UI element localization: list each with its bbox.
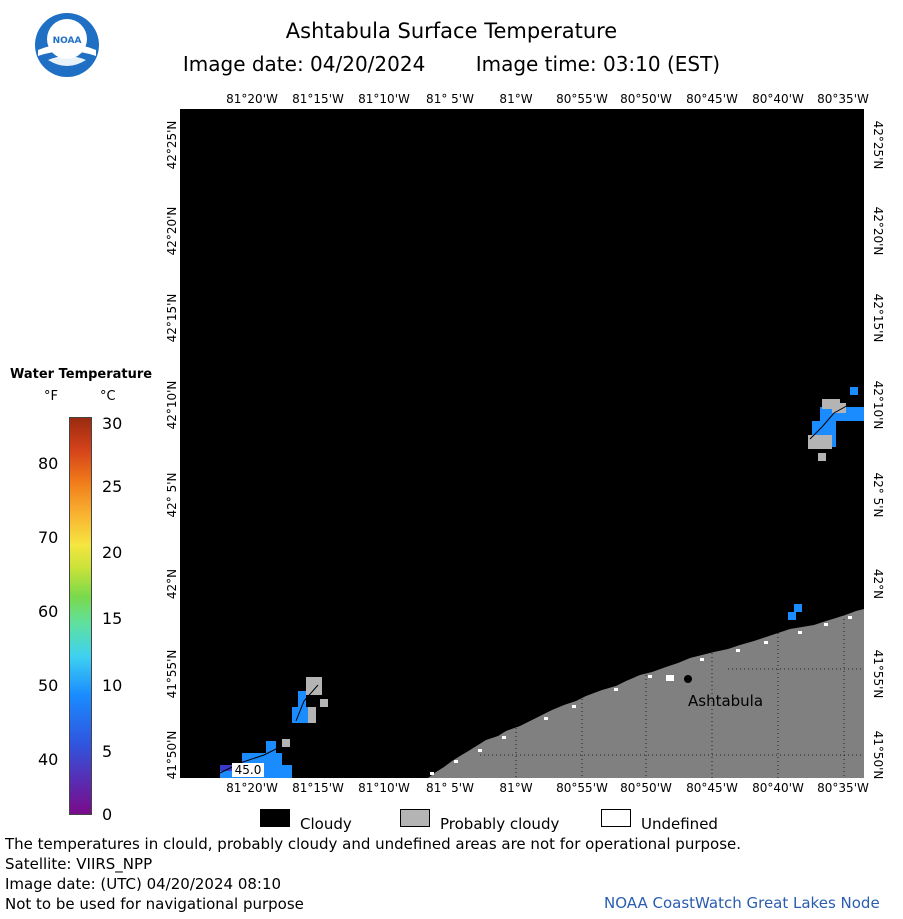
lon-tick: 81° 5'W — [426, 781, 474, 795]
legend-unit-f: °F — [44, 389, 58, 404]
map-svg: 45.0 Ashtabula — [219, 387, 864, 778]
lat-tick: 42° 5'N — [165, 472, 179, 518]
utc-date-text: Image date: (UTC) 04/20/2024 08:10 — [5, 875, 282, 893]
isotherm-label-bg — [232, 763, 264, 777]
lon-tick: 80°45'W — [686, 92, 738, 106]
lon-tick: 80°50'W — [620, 781, 672, 795]
grid-lines — [480, 615, 864, 778]
f-tick: 70 — [38, 528, 59, 547]
image-date-label: Image date: 04/20/2024 — [182, 52, 426, 76]
speck — [788, 604, 802, 620]
lat-tick: 42°25'N — [165, 120, 179, 170]
lat-tick: 41°55'N — [165, 649, 179, 699]
lon-tick: 81°W — [499, 781, 533, 795]
lon-tick: 80°35'W — [817, 92, 869, 106]
lon-tick: 80°40'W — [752, 781, 804, 795]
lat-tick: 42°10'N — [165, 380, 179, 430]
legend-unit-c: °C — [100, 389, 116, 404]
f-tick: 40 — [38, 750, 59, 769]
satellite-text: Satellite: VIIRS_NPP — [5, 855, 153, 873]
f-tick: 80 — [38, 454, 59, 473]
lat-tick: 42°25'N — [871, 120, 885, 170]
noaa-logo-icon: NOAA — [34, 12, 100, 78]
c-tick: 15 — [102, 609, 123, 628]
image-time-label: Image time: 03:10 (EST) — [475, 52, 721, 76]
lat-tick: 42°N — [871, 568, 885, 600]
lat-tick: 41°50'N — [871, 730, 885, 780]
lat-tick: 42°20'N — [165, 206, 179, 256]
isotherm-label: 45.0 — [235, 763, 262, 777]
lon-tick: 80°35'W — [817, 781, 869, 795]
key-cloudy-swatch — [260, 809, 290, 827]
lon-tick: 81°10'W — [358, 781, 410, 795]
disclaimer-text: The temperatures in clould, probably clo… — [5, 835, 742, 853]
key-undefined-swatch — [601, 809, 631, 827]
undefined-notches — [430, 616, 852, 775]
key-undefined-label: Undefined — [641, 815, 718, 833]
west-patch — [292, 677, 328, 723]
c-tick: 5 — [102, 742, 113, 761]
lon-tick: 81°10'W — [358, 92, 410, 106]
legend-title: Water Temperature — [10, 367, 153, 382]
land-area — [428, 609, 864, 778]
image-date-time: Image date: 04/20/2024 Image time: 03:10… — [0, 52, 903, 76]
lon-tick: 80°55'W — [556, 92, 608, 106]
c-tick: 25 — [102, 477, 123, 496]
c-tick: 20 — [102, 543, 123, 562]
place-label-ashtabula: Ashtabula — [688, 692, 763, 710]
page-title: Ashtabula Surface Temperature — [285, 19, 618, 43]
credit-text: NOAA CoastWatch Great Lakes Node — [604, 894, 880, 912]
lat-tick: 42° 5'N — [871, 472, 885, 518]
lon-tick: 80°50'W — [620, 92, 672, 106]
ne-patch — [808, 387, 864, 461]
ashtabula-marker — [684, 675, 692, 683]
lon-tick: 81°20'W — [226, 92, 278, 106]
noaa-logo-text: NOAA — [53, 36, 82, 46]
nav-warning-text: Not to be used for navigational purpose — [5, 895, 304, 913]
lon-tick: 81°15'W — [292, 92, 344, 106]
lon-tick: 81° 5'W — [426, 92, 474, 106]
lat-tick: 41°55'N — [871, 649, 885, 699]
key-probably-cloudy-swatch — [400, 809, 430, 827]
c-tick: 0 — [102, 805, 113, 824]
lon-tick: 81°15'W — [292, 781, 344, 795]
lat-tick: 42°15'N — [871, 293, 885, 343]
lon-tick: 80°40'W — [752, 92, 804, 106]
temperature-map[interactable]: 45.0 Ashtabula — [180, 109, 864, 778]
lon-tick: 80°45'W — [686, 781, 738, 795]
c-tick: 30 — [102, 414, 123, 433]
lon-tick: 80°55'W — [556, 781, 608, 795]
lon-tick: 81°W — [499, 92, 533, 106]
key-cloudy-label: Cloudy — [300, 815, 352, 833]
temperature-colorbar — [69, 417, 92, 815]
c-tick: 10 — [102, 676, 123, 695]
lat-tick: 42°20'N — [871, 206, 885, 256]
lat-tick: 42°15'N — [165, 293, 179, 343]
f-tick: 50 — [38, 676, 59, 695]
lat-tick: 42°N — [165, 568, 179, 600]
f-tick: 60 — [38, 602, 59, 621]
lat-tick: 41°50'N — [165, 730, 179, 780]
lon-tick: 81°20'W — [226, 781, 278, 795]
key-probably-cloudy-label: Probably cloudy — [440, 815, 560, 833]
lat-tick: 42°10'N — [871, 380, 885, 430]
